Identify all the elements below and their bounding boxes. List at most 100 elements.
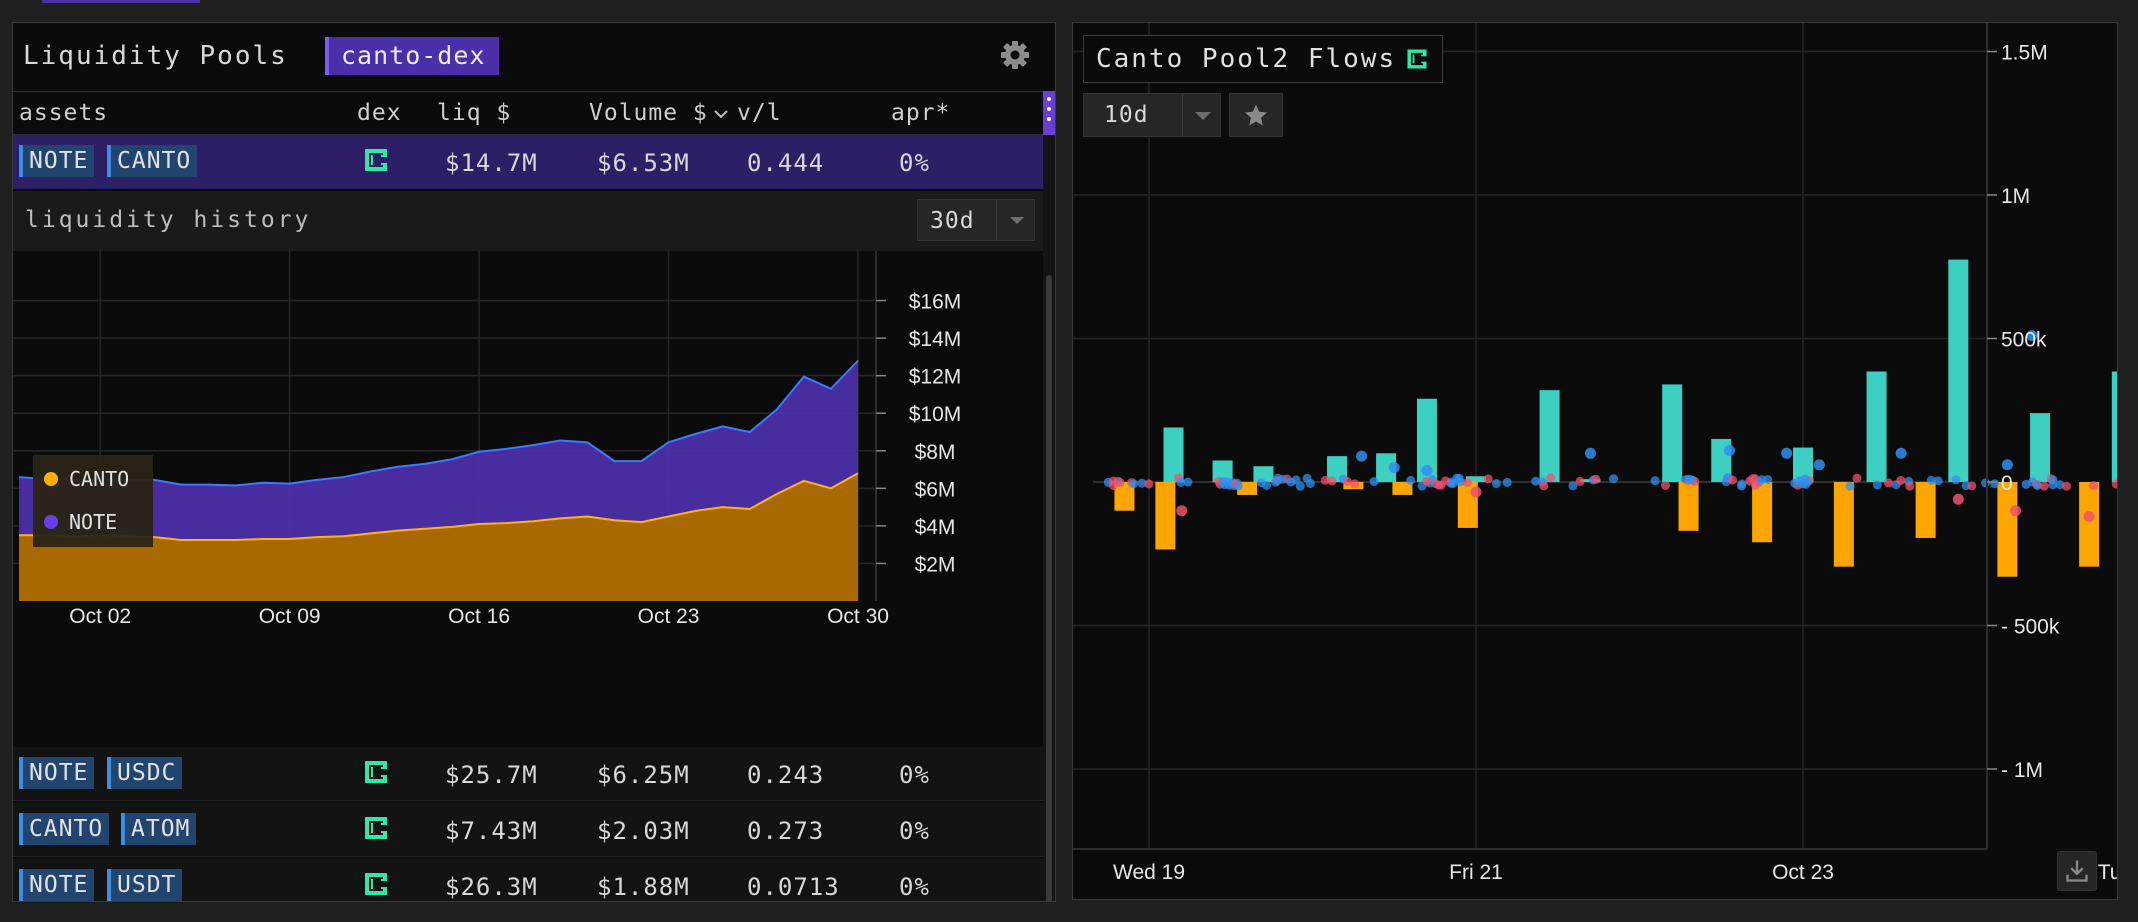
- flow-dot-outlier: [2001, 459, 2013, 471]
- history-range-select[interactable]: 30d: [917, 199, 1035, 241]
- scrollbar-thumb[interactable]: [1046, 275, 1052, 901]
- apr-value: 0%: [899, 149, 930, 177]
- vl-value: 0.0713: [747, 873, 840, 901]
- legend-swatch-note: [44, 515, 58, 529]
- y-tick-label: $4M: [915, 516, 956, 539]
- volume-value: $6.25M: [597, 761, 690, 789]
- table-row[interactable]: NOTE USDT $26.3M $1.88M 0.0713 0%: [13, 859, 1043, 901]
- table-row[interactable]: NOTE USDC $25.7M $6.25M 0.243 0%: [13, 747, 1043, 801]
- y-tick-label: 0: [2001, 472, 2013, 495]
- flow-dot: [1568, 481, 1578, 491]
- flow-dot: [2111, 479, 2117, 489]
- outflow-bar: [1114, 482, 1135, 511]
- flow-dot-outlier: [1781, 447, 1793, 459]
- vl-value: 0.444: [747, 149, 825, 177]
- column-menu-handle[interactable]: [1043, 91, 1055, 135]
- star-icon[interactable]: [1229, 93, 1283, 137]
- flow-dot: [1108, 476, 1118, 486]
- inflow-bar: [1948, 259, 1969, 482]
- flow-dot-outlier: [2026, 330, 2038, 342]
- chevron-down-icon[interactable]: [996, 200, 1036, 240]
- column-volume[interactable]: Volume $: [589, 100, 708, 126]
- liq-value: $25.7M: [445, 761, 538, 789]
- x-tick-label: Oct 09: [259, 605, 321, 625]
- vl-value: 0.243: [747, 761, 825, 789]
- column-vl[interactable]: v/l: [737, 100, 782, 126]
- flow-dot: [1967, 481, 1977, 491]
- canto-logo-icon: [365, 817, 387, 839]
- flow-dot: [1320, 475, 1330, 485]
- download-icon[interactable]: [2057, 851, 2097, 891]
- liq-value: $14.7M: [445, 149, 538, 177]
- column-liq[interactable]: liq $: [437, 100, 512, 126]
- column-apr[interactable]: apr*: [891, 100, 951, 126]
- flow-dot-outlier: [1176, 505, 1188, 517]
- flow-dot-outlier: [1356, 450, 1368, 462]
- flow-dot: [1295, 481, 1305, 491]
- table-row-selected[interactable]: NOTE CANTO $14.7M $6.53M 0.444 0%: [13, 135, 1043, 189]
- outflow-bar: [1155, 482, 1176, 550]
- chart-title-box: Canto Pool2 Flows: [1083, 35, 1444, 83]
- x-tick-label: Oct 30: [827, 605, 889, 625]
- flow-dot-outlier: [1421, 465, 1433, 477]
- x-tick-label: Tue 25: [2098, 861, 2118, 884]
- inflow-bar: [2111, 371, 2117, 482]
- flow-dot-outlier: [1952, 493, 1964, 505]
- token-a-tag: NOTE: [19, 757, 95, 789]
- flow-dot-outlier: [1723, 444, 1735, 456]
- flow-dot: [1933, 476, 1943, 486]
- flow-dot: [1575, 476, 1585, 486]
- flow-dot: [2021, 479, 2031, 489]
- y-tick-label: - 500k: [2001, 616, 2060, 639]
- flows-range-select[interactable]: 10d: [1083, 93, 1221, 137]
- flow-dot: [1327, 476, 1337, 486]
- canto-logo-icon: [365, 761, 387, 783]
- inflow-bar: [1163, 427, 1184, 482]
- flow-dot: [2048, 475, 2058, 485]
- y-tick-label: 1M: [2001, 185, 2030, 208]
- flow-dot: [1176, 477, 1186, 487]
- x-tick-label: Fri 21: [1449, 861, 1503, 884]
- dex-filter-badge[interactable]: canto-dex: [325, 37, 500, 75]
- table-header: assets dex liq $ Volume $ v/l apr*: [13, 91, 1043, 135]
- y-tick-label: $16M: [909, 291, 962, 314]
- liquidity-pools-panel: Liquidity Pools canto-dex assets dex liq…: [12, 22, 1056, 902]
- area-note: [19, 360, 858, 540]
- flow-dot: [1129, 479, 1139, 489]
- x-tick-label: Oct 02: [69, 605, 131, 625]
- flow-dot-outlier: [2010, 505, 2022, 517]
- flow-dot: [2089, 481, 2099, 491]
- flow-dot: [1845, 481, 1855, 491]
- scrollbar[interactable]: [1043, 135, 1055, 901]
- token-a-tag: NOTE: [19, 869, 95, 901]
- flow-dot: [1483, 474, 1493, 484]
- chevron-down-icon[interactable]: [1182, 94, 1222, 136]
- column-assets[interactable]: assets: [19, 100, 109, 126]
- flows-range-value: 10d: [1104, 102, 1149, 128]
- flow-dot: [2032, 481, 2042, 491]
- flow-dot: [1750, 474, 1760, 484]
- flow-dot: [1650, 476, 1660, 486]
- inflow-bar: [1466, 476, 1486, 482]
- flow-dot: [1852, 473, 1862, 483]
- pool2-flows-panel: 1.5M 1M 500k 0 - 500k - 1M Wed 19 Fri 21 Oct 23 T…: [1072, 22, 2118, 900]
- flow-dot: [1981, 478, 1991, 488]
- panel-header: Liquidity Pools canto-dex: [13, 23, 1055, 91]
- area-canto: [19, 473, 858, 601]
- column-dex[interactable]: dex: [357, 100, 402, 126]
- flow-dot: [2039, 481, 2049, 491]
- table-row[interactable]: CANTO ATOM $7.43M $2.03M 0.273 0%: [13, 803, 1043, 857]
- flow-dot: [1286, 477, 1296, 487]
- gear-icon[interactable]: [999, 39, 1031, 71]
- outflow-bar: [2079, 482, 2100, 567]
- inflow-bar: [1662, 384, 1683, 482]
- sort-desc-icon[interactable]: [713, 106, 729, 122]
- flow-dot: [1896, 475, 1906, 485]
- inflow-bar: [1376, 453, 1397, 482]
- flow-dot: [1454, 473, 1464, 483]
- liq-value: $7.43M: [445, 817, 538, 845]
- flow-dot: [1406, 475, 1416, 485]
- x-tick-label: Oct 23: [638, 605, 700, 625]
- flow-dot: [1502, 477, 1512, 487]
- inflow-bar: [1253, 466, 1274, 482]
